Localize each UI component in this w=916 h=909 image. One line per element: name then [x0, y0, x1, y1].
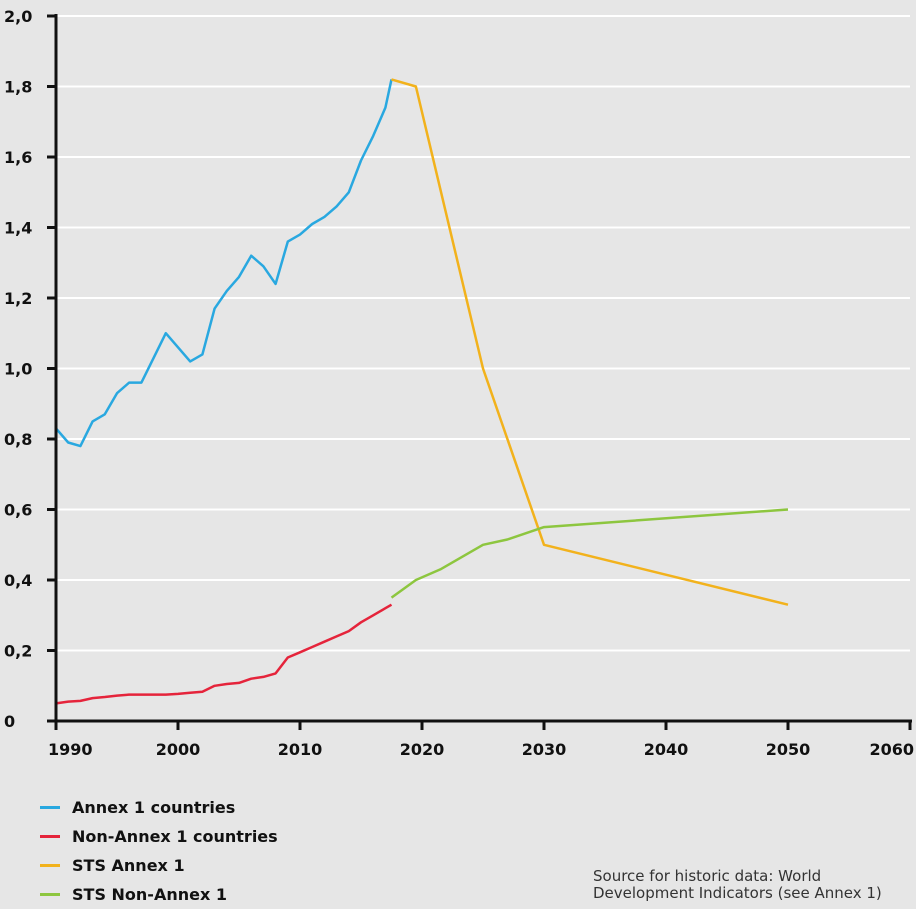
x-tick-label: 2010 — [278, 740, 323, 759]
x-tick-label: 2030 — [522, 740, 567, 759]
legend-label: Annex 1 countries — [72, 798, 236, 817]
y-tick-label: 0,4 — [4, 571, 32, 590]
legend-label: STS Annex 1 — [72, 856, 185, 875]
y-tick-label: 1,6 — [4, 148, 32, 167]
legend-label: Non-Annex 1 countries — [72, 827, 278, 846]
line-chart: 1990 2000 2010 2020 2030 2040 2050 2060 0 0,2 0,4… — [4, 7, 914, 759]
legend-swatch-annex-1 — [40, 806, 60, 809]
legend-swatch-sts-annex-1 — [40, 864, 60, 867]
series-lines — [55, 78, 789, 705]
series-line-1 — [55, 603, 393, 705]
y-tick-label: 2,0 — [4, 7, 32, 26]
source-note: Source for historic data: World Developm… — [593, 867, 882, 902]
y-tick-label: 0,6 — [4, 501, 32, 520]
x-tick-label: 2020 — [400, 740, 445, 759]
y-tick-label: 0,2 — [4, 642, 32, 661]
y-tick-label: 1,4 — [4, 219, 32, 238]
y-tick-label: 1,8 — [4, 78, 32, 97]
series-line-0 — [55, 79, 393, 448]
series-line-2 — [391, 78, 789, 606]
y-tick-label: 0 — [4, 712, 15, 731]
x-tick-label: 2040 — [644, 740, 689, 759]
x-tick-label: 2000 — [156, 740, 201, 759]
y-tick-label: 0,8 — [4, 430, 32, 449]
y-axis-ticks: 0 0,2 0,4 0,6 0,8 1,0 1,2 1,4 1,6 1,8 2,0 — [4, 7, 56, 731]
legend-item-sts-non-annex-1: STS Non-Annex 1 — [40, 880, 278, 909]
legend-label: STS Non-Annex 1 — [72, 885, 227, 904]
x-tick-label: 1990 — [48, 740, 93, 759]
x-axis-ticks: 1990 2000 2010 2020 2030 2040 2050 2060 — [48, 721, 914, 759]
legend-item-sts-annex-1: STS Annex 1 — [40, 851, 278, 880]
x-tick-label: 2060 — [869, 740, 914, 759]
legend-swatch-non-annex-1 — [40, 835, 60, 838]
series-line-3 — [390, 508, 789, 599]
grid-lines — [56, 15, 910, 652]
legend-swatch-sts-non-annex-1 — [40, 893, 60, 896]
legend-item-non-annex-1: Non-Annex 1 countries — [40, 822, 278, 851]
y-tick-label: 1,0 — [4, 360, 32, 379]
x-tick-label: 2050 — [766, 740, 811, 759]
legend: Annex 1 countries Non-Annex 1 countries … — [40, 793, 278, 909]
legend-item-annex-1: Annex 1 countries — [40, 793, 278, 822]
y-tick-label: 1,2 — [4, 289, 32, 308]
